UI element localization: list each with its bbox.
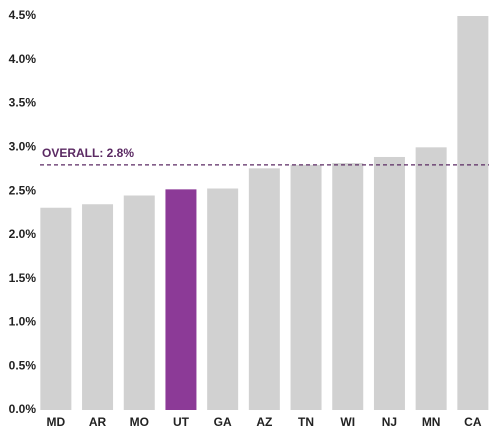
bar: [457, 16, 489, 410]
bar: [40, 207, 72, 410]
x-tick-label: MN: [422, 415, 441, 429]
x-tick-label: MO: [130, 415, 149, 429]
y-tick-label: 0.0%: [9, 402, 37, 416]
y-tick-label: 1.0%: [9, 315, 37, 329]
bar: [332, 163, 364, 410]
x-tick-label: UT: [173, 415, 190, 429]
y-tick-label: 1.5%: [9, 271, 37, 285]
x-tick-label: WI: [340, 415, 355, 429]
y-tick-label: 2.0%: [9, 227, 37, 241]
bar: [290, 164, 322, 410]
x-tick-label: NJ: [382, 415, 397, 429]
bar: [373, 156, 405, 410]
x-tick-label: CA: [464, 415, 482, 429]
bar: [415, 147, 447, 411]
x-tick-label: AZ: [256, 415, 272, 429]
y-tick-label: 3.0%: [9, 140, 37, 154]
reference-label: OVERALL: 2.8%: [42, 146, 134, 160]
x-tick-label: AR: [89, 415, 107, 429]
x-tick-label: GA: [214, 415, 232, 429]
y-tick-label: 4.0%: [9, 52, 37, 66]
x-tick-label: TN: [298, 415, 314, 429]
bar: [207, 188, 239, 410]
bar: [165, 189, 197, 410]
y-tick-label: 2.5%: [9, 183, 37, 197]
bar: [82, 204, 114, 410]
y-tick-label: 4.5%: [9, 8, 37, 22]
bar: [248, 168, 280, 410]
y-tick-label: 0.5%: [9, 358, 37, 372]
x-tick-label: MD: [47, 415, 66, 429]
y-tick-label: 3.5%: [9, 96, 37, 110]
bar: [123, 195, 155, 410]
